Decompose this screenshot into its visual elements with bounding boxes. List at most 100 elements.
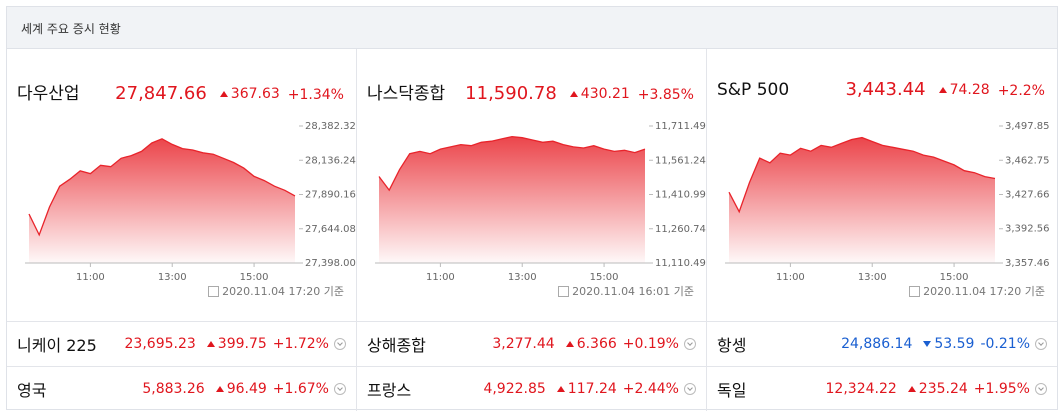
x-tick-label: 13:00 [858,272,887,281]
arrow-shape [219,91,228,97]
index-percent: -0.21% [980,336,1030,352]
arrow-shape [556,386,565,392]
x-tick-label: 11:00 [76,272,105,281]
direction-arrow [219,91,228,97]
y-tick-label: 27,398.00 [305,258,356,269]
change-value: 117.24 [567,381,617,397]
index-price: 3,277.44 [492,336,555,352]
expand-button[interactable] [334,383,346,395]
y-tick-label: 3,427.66 [1005,189,1050,200]
expand-button[interactable] [1035,338,1047,350]
timestamp-text: 2020.11.04 17:20 기준 [923,285,1045,298]
timestamp-text: 2020.11.04 16:01 기준 [572,285,694,298]
index-price: 4,922.85 [483,381,546,397]
index-percent: +2.44% [622,381,679,397]
change-value: 430.21 [580,86,630,102]
x-tick-label: 15:00 [940,272,969,281]
expand-button[interactable] [684,338,696,350]
price-chart: 11,711.49 11,561.24 11,410.99 11,260.74 11,1… [375,121,706,281]
index-cell: 영국 5,883.26 96.49 +1.67% [7,367,357,411]
index-percent: +3.85% [637,87,694,103]
price-chart: 28,382.32 28,136.24 27,890.16 27,644.08 27,3… [25,121,356,281]
index-change: 53.59 [922,336,974,352]
y-tick-label: 3,357.46 [1005,258,1050,269]
timestamp-icon [909,285,921,297]
x-tick-label: 13:00 [508,272,537,281]
change-value: 367.63 [230,86,280,102]
index-panel: 나스닥종합 11,590.78 430.21 +3.85% 11,711.49 11,56… [357,49,707,321]
expand-button[interactable] [684,383,696,395]
x-tick-label: 15:00 [240,272,269,281]
index-name: 나스닥종합 [367,84,446,104]
index-percent: +0.19% [622,336,679,352]
index-cell: 프랑스 4,922.85 117.24 +2.44% [357,367,707,411]
timestamp-icon [558,285,570,297]
index-name: 다우산업 [17,84,80,104]
y-tick-label: 27,890.16 [305,190,356,201]
y-tick-label: 27,644.08 [305,224,356,235]
x-tick-label: 13:00 [158,272,187,281]
index-name: S&P 500 [717,80,790,100]
expand-button[interactable] [334,338,346,350]
area-fill [29,138,295,263]
y-tick-label: 28,382.32 [305,121,356,132]
index-row: 영국 5,883.26 96.49 +1.67% 프랑스 4,922.85 117.24 +2… [7,366,1057,411]
index-panel: 다우산업 27,847.66 367.63 +1.34% 28,382.32 28,136… [7,49,357,321]
arrow-shape [907,386,916,392]
timestamp: 2020.11.04 17:20 기준 [208,283,344,299]
arrow-shape [923,341,932,347]
index-price: 5,883.26 [142,381,205,397]
timestamp: 2020.11.04 17:20 기준 [909,283,1045,299]
arrow-shape [565,341,574,347]
x-tick-label: 11:00 [776,272,805,281]
timestamp-text: 2020.11.04 17:20 기준 [222,285,344,298]
widget-title: 세계 주요 증시 현황 [21,22,121,36]
y-tick-label: 11,561.24 [655,155,706,166]
index-cell: 독일 12,324.22 235.24 +1.95% [707,367,1057,411]
arrow-shape [938,87,947,93]
index-name: 항셍 [717,336,747,355]
expand-button[interactable] [1035,383,1047,395]
arrow-shape [215,386,224,392]
x-tick-label: 11:00 [426,272,455,281]
y-tick-label: 11,260.74 [655,224,706,235]
panel-summary: S&P 500 3,443.44 74.28 +2.2% [717,79,1045,100]
y-tick-label: 11,711.49 [655,121,706,132]
index-percent: +1.95% [973,381,1030,397]
index-percent: +1.72% [272,336,329,352]
price-chart: 3,497.85 3,462.75 3,427.66 3,392.56 3,357.46… [725,121,1050,281]
index-price: 23,695.23 [124,336,196,352]
y-tick-label: 3,392.56 [1005,224,1050,235]
change-value: 235.24 [918,381,968,397]
index-panel: S&P 500 3,443.44 74.28 +2.2% 3,497.85 3,462.7… [707,49,1057,321]
index-cell: 니케이 225 23,695.23 399.75 +1.72% [7,322,357,366]
index-price: 3,443.44 [845,79,926,100]
index-row: 니케이 225 23,695.23 399.75 +1.72% 상해종합 3,277.44… [7,321,1057,366]
index-change: 367.63 [219,86,280,102]
index-change: 235.24 [907,381,968,397]
panel-summary: 나스닥종합 11,590.78 430.21 +3.85% [367,79,694,104]
market-widget: 세계 주요 증시 현황 다우산업 27,847.66 367.63 +1.34% 28,… [6,6,1058,411]
widget-header: 세계 주요 증시 현황 [7,7,1057,49]
area-fill [379,136,645,263]
change-value: 399.75 [217,336,267,352]
index-price: 27,847.66 [115,83,207,104]
index-change: 96.49 [215,381,267,397]
y-tick-label: 11,110.49 [655,258,706,269]
direction-arrow [938,87,947,93]
x-tick-label: 15:00 [590,272,619,281]
index-name: 니케이 225 [17,336,97,355]
y-tick-label: 3,462.75 [1005,155,1050,166]
direction-arrow [215,386,224,392]
index-name: 상해종합 [367,336,426,355]
area-fill [729,137,995,263]
index-change: 430.21 [569,86,630,102]
index-name: 프랑스 [367,381,412,400]
y-tick-label: 11,410.99 [655,190,706,201]
index-name: 독일 [717,381,747,400]
price-line [378,135,646,192]
direction-arrow [569,91,578,97]
index-change: 74.28 [938,82,990,98]
index-name: 영국 [17,381,47,400]
index-percent: +1.34% [287,87,344,103]
